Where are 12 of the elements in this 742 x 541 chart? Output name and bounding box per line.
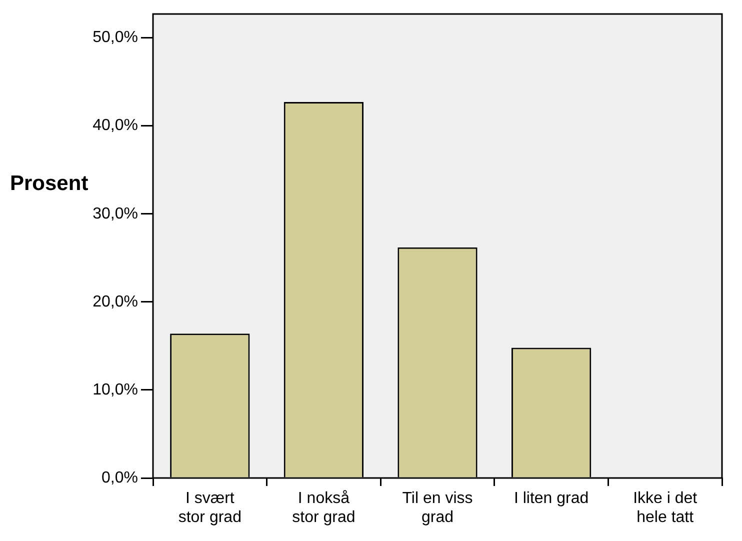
y-tick-label: 0,0% [102,469,138,486]
x-tick-label: Til en viss grad [402,490,473,526]
y-tick-label: 30,0% [92,205,138,222]
y-tick-label: 20,0% [92,293,138,310]
y-axis-title: Prosent [10,172,88,196]
y-tick-label: 50,0% [92,29,138,46]
x-tick-label: I svært stor grad [178,490,242,526]
x-tick-label: I liten grad [514,490,589,508]
x-tick-label: Ikke i det hele tatt [633,490,698,526]
x-tick-label: I nokså stor grad [292,490,356,526]
y-tick-label: 40,0% [92,117,138,134]
y-tick-label: 10,0% [92,381,138,398]
